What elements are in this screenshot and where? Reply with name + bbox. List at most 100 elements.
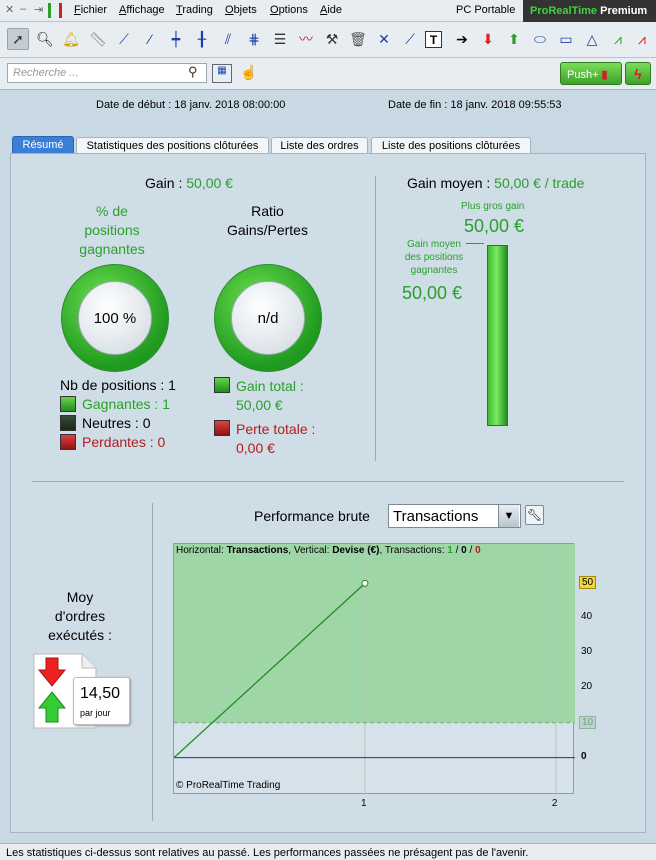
gagnantes-count: Gagnantes : 1 xyxy=(82,396,170,412)
wave-icon[interactable]: 〰 xyxy=(299,31,313,47)
brand-prefix: ProRealTime xyxy=(530,5,598,17)
gain-total-label: Gain total : xyxy=(236,378,304,394)
y-axis-labels: 10 20 30 40 50 0 xyxy=(576,543,616,803)
tab-statistiques[interactable]: Statistiques des positions clôturées xyxy=(76,137,269,155)
tx-sep1: / xyxy=(452,545,462,556)
per-day-value: 14,50 xyxy=(80,685,121,702)
menu-trading[interactable]: Trading xyxy=(176,4,213,16)
gain-moyen-positions-line1: Gain moyen xyxy=(407,239,461,250)
minimize-icon[interactable]: – xyxy=(20,3,27,15)
channel-icon[interactable]: ⫽ xyxy=(224,30,232,47)
horizontal-line-icon[interactable]: ┿ xyxy=(171,30,181,47)
arrow-down-red-icon[interactable]: ⬇ xyxy=(482,30,494,47)
disclaimer-footer: Les statistiques ci-dessus sont relative… xyxy=(0,843,656,860)
trend-line-icon[interactable]: ⁄ xyxy=(148,31,152,47)
menu-bar: ✕ – ⇥ Fichier Affichage Trading Objets O… xyxy=(0,0,656,22)
perte-totale-value: 0,00 € xyxy=(236,440,275,456)
pointer-line xyxy=(466,243,484,244)
plus-gros-gain-value: 50,00 € xyxy=(464,216,525,236)
text-icon[interactable]: T xyxy=(425,31,442,48)
zoom-icon[interactable]: 🔍︎ xyxy=(36,30,54,47)
pin-icon[interactable]: ⇥ xyxy=(34,4,44,16)
gain-moyen-positions-value: 50,00 € xyxy=(402,283,463,303)
ruler-icon[interactable]: 📏︎ xyxy=(89,30,107,47)
gain-moyen-positions-label: Gain moyen des positions gagnantes xyxy=(384,238,484,277)
chevron-down-icon[interactable]: ▼ xyxy=(498,505,519,527)
gain-moyen-label: Gain moyen : xyxy=(407,175,491,191)
hammer-icon[interactable]: ⚒ xyxy=(325,30,339,47)
ratio-label: Ratio Gains/Pertes xyxy=(210,202,325,240)
rectangle-icon[interactable]: ▭ xyxy=(559,30,573,47)
menu-affichage[interactable]: Affichage xyxy=(119,4,165,16)
y-tick-label: 0 xyxy=(581,750,587,762)
x-tick-label: 1 xyxy=(360,798,367,809)
cross-icon[interactable]: ✕ xyxy=(378,30,390,47)
horizontal-divider xyxy=(32,481,624,482)
alert-bell-icon[interactable]: 🔔︎ xyxy=(62,30,80,47)
tab-liste-positions[interactable]: Liste des positions clôturées xyxy=(371,137,531,155)
vertical-divider xyxy=(375,176,376,461)
fan-icon[interactable]: ⟋ xyxy=(405,30,415,47)
tab-liste-ordres[interactable]: Liste des ordres xyxy=(271,137,368,155)
menu-options[interactable]: Options xyxy=(270,4,308,16)
tab-resume[interactable]: Résumé xyxy=(12,136,74,154)
data-point xyxy=(361,579,369,587)
tx-neutral: 0 xyxy=(461,545,467,556)
chart-header-mid: , Vertical: xyxy=(288,545,333,556)
pct-winning-value: 100 % xyxy=(78,281,152,355)
gain-moyen-heading: Gain moyen : 50,00 € / trade xyxy=(407,175,584,191)
y-tick-label: 20 xyxy=(581,680,593,692)
search-input[interactable]: Recherche ... xyxy=(7,63,207,83)
menu-aide[interactable]: Aide xyxy=(320,4,343,16)
brand-suffix: Premium xyxy=(600,5,648,17)
x-tick-label: 2 xyxy=(551,798,558,809)
search-icon[interactable]: ⚲ xyxy=(188,64,198,79)
ellipse-icon[interactable]: ⬭ xyxy=(534,30,546,47)
neutral-square-icon xyxy=(60,415,76,431)
screener-icon[interactable]: ▦ xyxy=(212,64,232,83)
cursor-icon[interactable]: ➚ xyxy=(7,28,29,50)
parallel-lines-icon[interactable]: ⋕ xyxy=(248,30,260,47)
ratio-donut: n/d xyxy=(214,264,322,372)
plus-gros-gain-label: Plus gros gain xyxy=(461,201,525,212)
ratio-label-line1: Ratio xyxy=(251,203,284,219)
lightning-icon[interactable]: ϟ xyxy=(625,62,651,85)
trash-icon[interactable]: 🗑︎ xyxy=(349,30,367,47)
perdantes-count: Perdantes : 0 xyxy=(82,434,166,450)
wrench-icon[interactable]: 🔧︎ xyxy=(525,505,544,525)
triangle-icon[interactable]: △ xyxy=(586,30,598,47)
per-day-box: 14,50 par jour xyxy=(73,677,130,725)
neutres-count: Neutres : 0 xyxy=(82,415,151,431)
pct-label-line3: gagnantes xyxy=(79,241,145,257)
pattern-icon[interactable]: ⩘ xyxy=(614,30,622,47)
arrow-up-green-icon[interactable]: ⬆ xyxy=(508,30,520,47)
ratio-value: n/d xyxy=(231,281,305,355)
losing-square-icon xyxy=(60,434,76,450)
menu-objets[interactable]: Objets xyxy=(225,4,257,16)
gain-total: Gain total : 50,00 € xyxy=(236,377,304,415)
close-icon[interactable]: ✕ xyxy=(5,4,15,16)
ratio-label-line2: Gains/Pertes xyxy=(227,222,308,238)
chart-copyright: © ProRealTime Trading xyxy=(176,780,281,791)
pattern-red-icon[interactable]: ⩘ xyxy=(638,30,646,47)
pct-label-line2: positions xyxy=(84,222,140,238)
perte-totale-square-icon xyxy=(214,420,230,436)
segment-line-icon[interactable]: ⟋ xyxy=(119,30,129,47)
gain-moyen-positions-line2: des positions xyxy=(404,252,464,263)
arrow-right-icon[interactable]: ➔ xyxy=(456,30,468,47)
gain-moyen-positions-line3: gagnantes xyxy=(410,265,458,276)
pct-winning-donut: 100 % xyxy=(61,264,169,372)
chart-header-v: Devise (€) xyxy=(332,545,380,556)
perte-totale: Perte totale : 0,00 € xyxy=(236,420,315,458)
hand-ticker-icon[interactable]: ☝ xyxy=(240,64,258,80)
chart-header: Horizontal: Transactions, Vertical: Devi… xyxy=(176,545,481,556)
fibonacci-icon[interactable]: ☰ xyxy=(273,30,287,47)
nb-positions: Nb de positions : 1 xyxy=(60,377,176,393)
push-button[interactable]: Push+ ▮ xyxy=(560,62,622,85)
per-day-unit: par jour xyxy=(80,708,111,718)
date-row: Date de début : 18 janv. 2018 08:00:00 D… xyxy=(0,90,656,120)
vertical-line-icon[interactable]: ╂ xyxy=(197,30,207,47)
pc-portable-label: PC Portable xyxy=(456,4,516,16)
menu-fichier[interactable]: Fichier xyxy=(74,4,108,16)
push-label: Push+ xyxy=(567,69,599,81)
